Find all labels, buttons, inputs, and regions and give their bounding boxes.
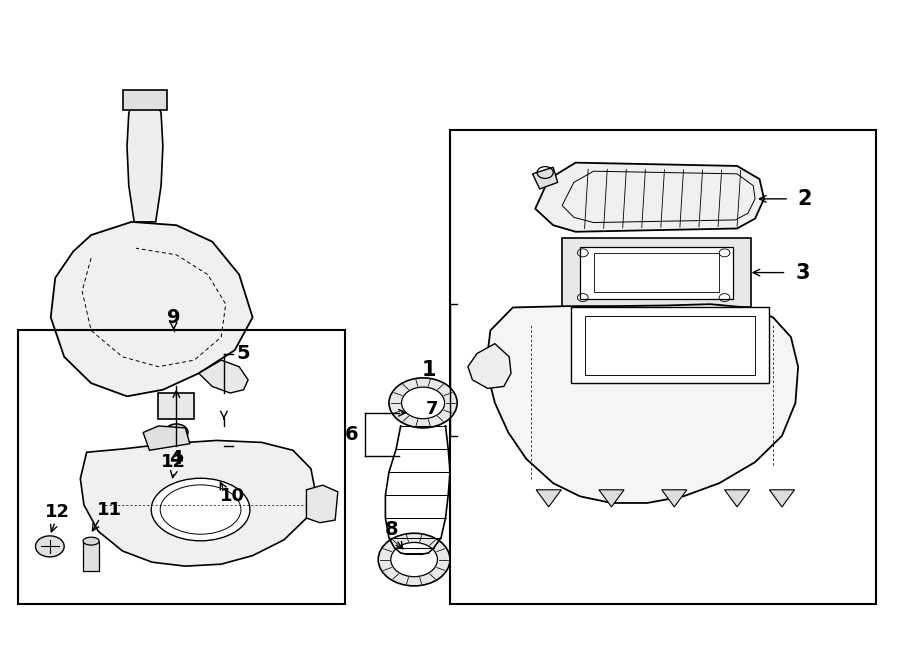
Circle shape <box>391 543 437 576</box>
Polygon shape <box>80 440 315 566</box>
Polygon shape <box>158 393 194 419</box>
Polygon shape <box>536 490 562 507</box>
Circle shape <box>165 424 188 441</box>
Bar <box>83 542 99 571</box>
Circle shape <box>389 378 457 428</box>
Bar <box>572 307 769 383</box>
Text: 6: 6 <box>345 425 358 444</box>
Bar <box>594 253 719 292</box>
Text: 2: 2 <box>797 189 812 209</box>
Text: 12: 12 <box>161 453 186 471</box>
Bar <box>562 239 751 307</box>
Polygon shape <box>122 91 167 110</box>
Bar <box>585 316 755 375</box>
Circle shape <box>378 533 450 586</box>
Polygon shape <box>770 490 795 507</box>
Text: 4: 4 <box>169 449 184 469</box>
Polygon shape <box>306 485 338 523</box>
Polygon shape <box>533 167 558 189</box>
Polygon shape <box>199 360 248 393</box>
Polygon shape <box>724 490 750 507</box>
Bar <box>580 247 733 299</box>
Circle shape <box>35 536 64 557</box>
Text: 7: 7 <box>426 401 438 418</box>
Polygon shape <box>468 344 511 389</box>
Ellipse shape <box>151 479 250 541</box>
Polygon shape <box>662 490 687 507</box>
Text: 9: 9 <box>166 308 180 327</box>
Text: 10: 10 <box>220 487 246 506</box>
Polygon shape <box>598 490 624 507</box>
Text: 5: 5 <box>237 344 250 363</box>
Polygon shape <box>50 222 253 397</box>
Text: 3: 3 <box>796 262 810 282</box>
Bar <box>17 330 345 603</box>
Polygon shape <box>536 163 764 232</box>
Text: 8: 8 <box>385 520 399 539</box>
Text: 1: 1 <box>421 360 436 380</box>
Polygon shape <box>127 97 163 222</box>
Text: 12: 12 <box>45 502 70 520</box>
Circle shape <box>401 387 445 418</box>
Bar <box>450 130 877 603</box>
Ellipse shape <box>83 537 99 545</box>
Text: 11: 11 <box>96 500 122 518</box>
Polygon shape <box>143 426 190 450</box>
Polygon shape <box>486 304 798 503</box>
